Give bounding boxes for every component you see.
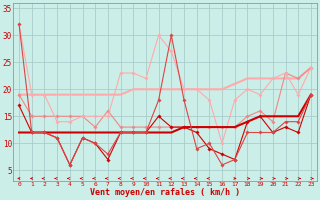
X-axis label: Vent moyen/en rafales ( km/h ): Vent moyen/en rafales ( km/h ) [90,188,240,197]
